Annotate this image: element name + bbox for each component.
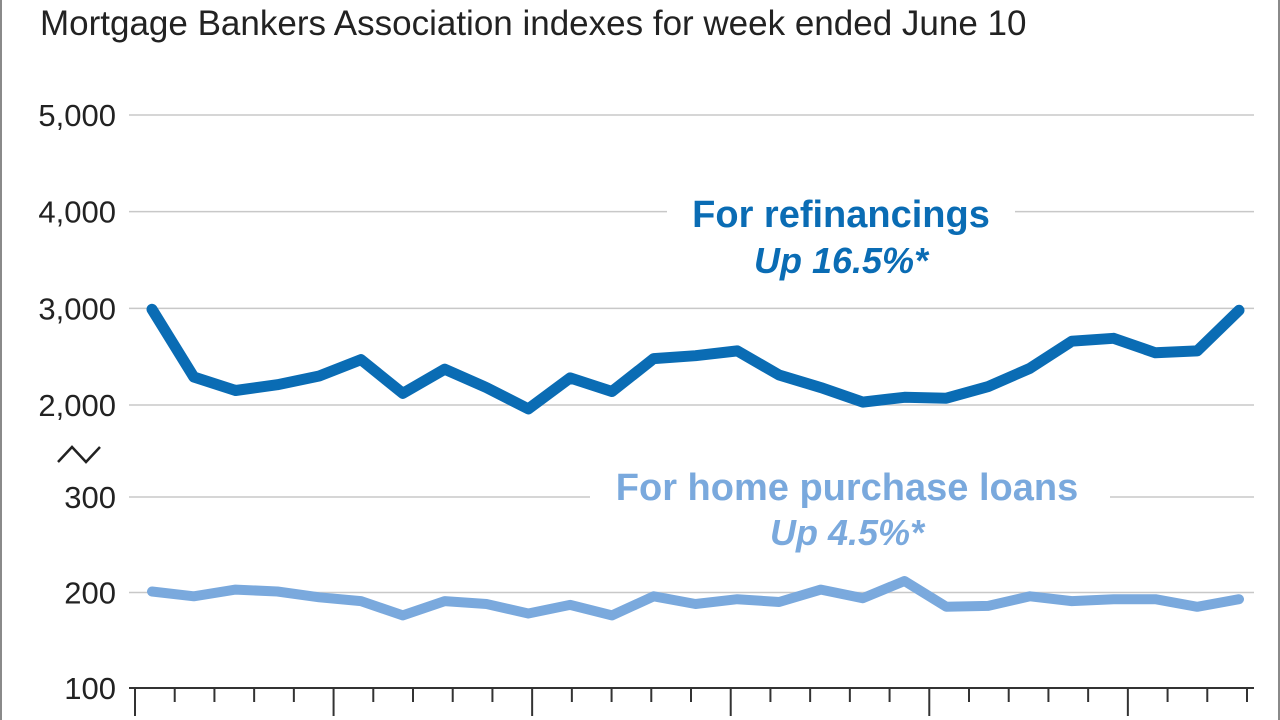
chart-title: Mortgage Bankers Association indexes for…	[40, 4, 1026, 43]
y-tick-label: 2,000	[38, 388, 116, 423]
y-tick-label: 200	[64, 576, 116, 611]
purchase-label-backdrop	[590, 466, 1110, 512]
y-axis-tick-labels: 5,000 4,000 3,000 2,000 300 200 100	[38, 98, 116, 706]
refi-label-backdrop	[667, 190, 1015, 236]
y-tick-label: 5,000	[38, 98, 116, 133]
series-lines	[146, 303, 1245, 621]
purchase-series-line	[147, 576, 1244, 621]
y-tick-label: 100	[64, 671, 116, 706]
purchase-series-label: For home purchase loans	[616, 467, 1078, 509]
refi-series-label: For refinancings	[692, 194, 990, 236]
axis-break-icon	[57, 445, 101, 464]
y-tick-label: 300	[64, 480, 116, 515]
purchase-change-label: Up 4.5%*	[770, 512, 926, 553]
y-tick-label: 3,000	[38, 291, 116, 326]
x-axis-ticks	[134, 688, 1248, 716]
refi-series-line	[146, 303, 1245, 415]
refi-change-label: Up 16.5%*	[754, 240, 930, 281]
y-tick-label: 4,000	[38, 195, 116, 230]
